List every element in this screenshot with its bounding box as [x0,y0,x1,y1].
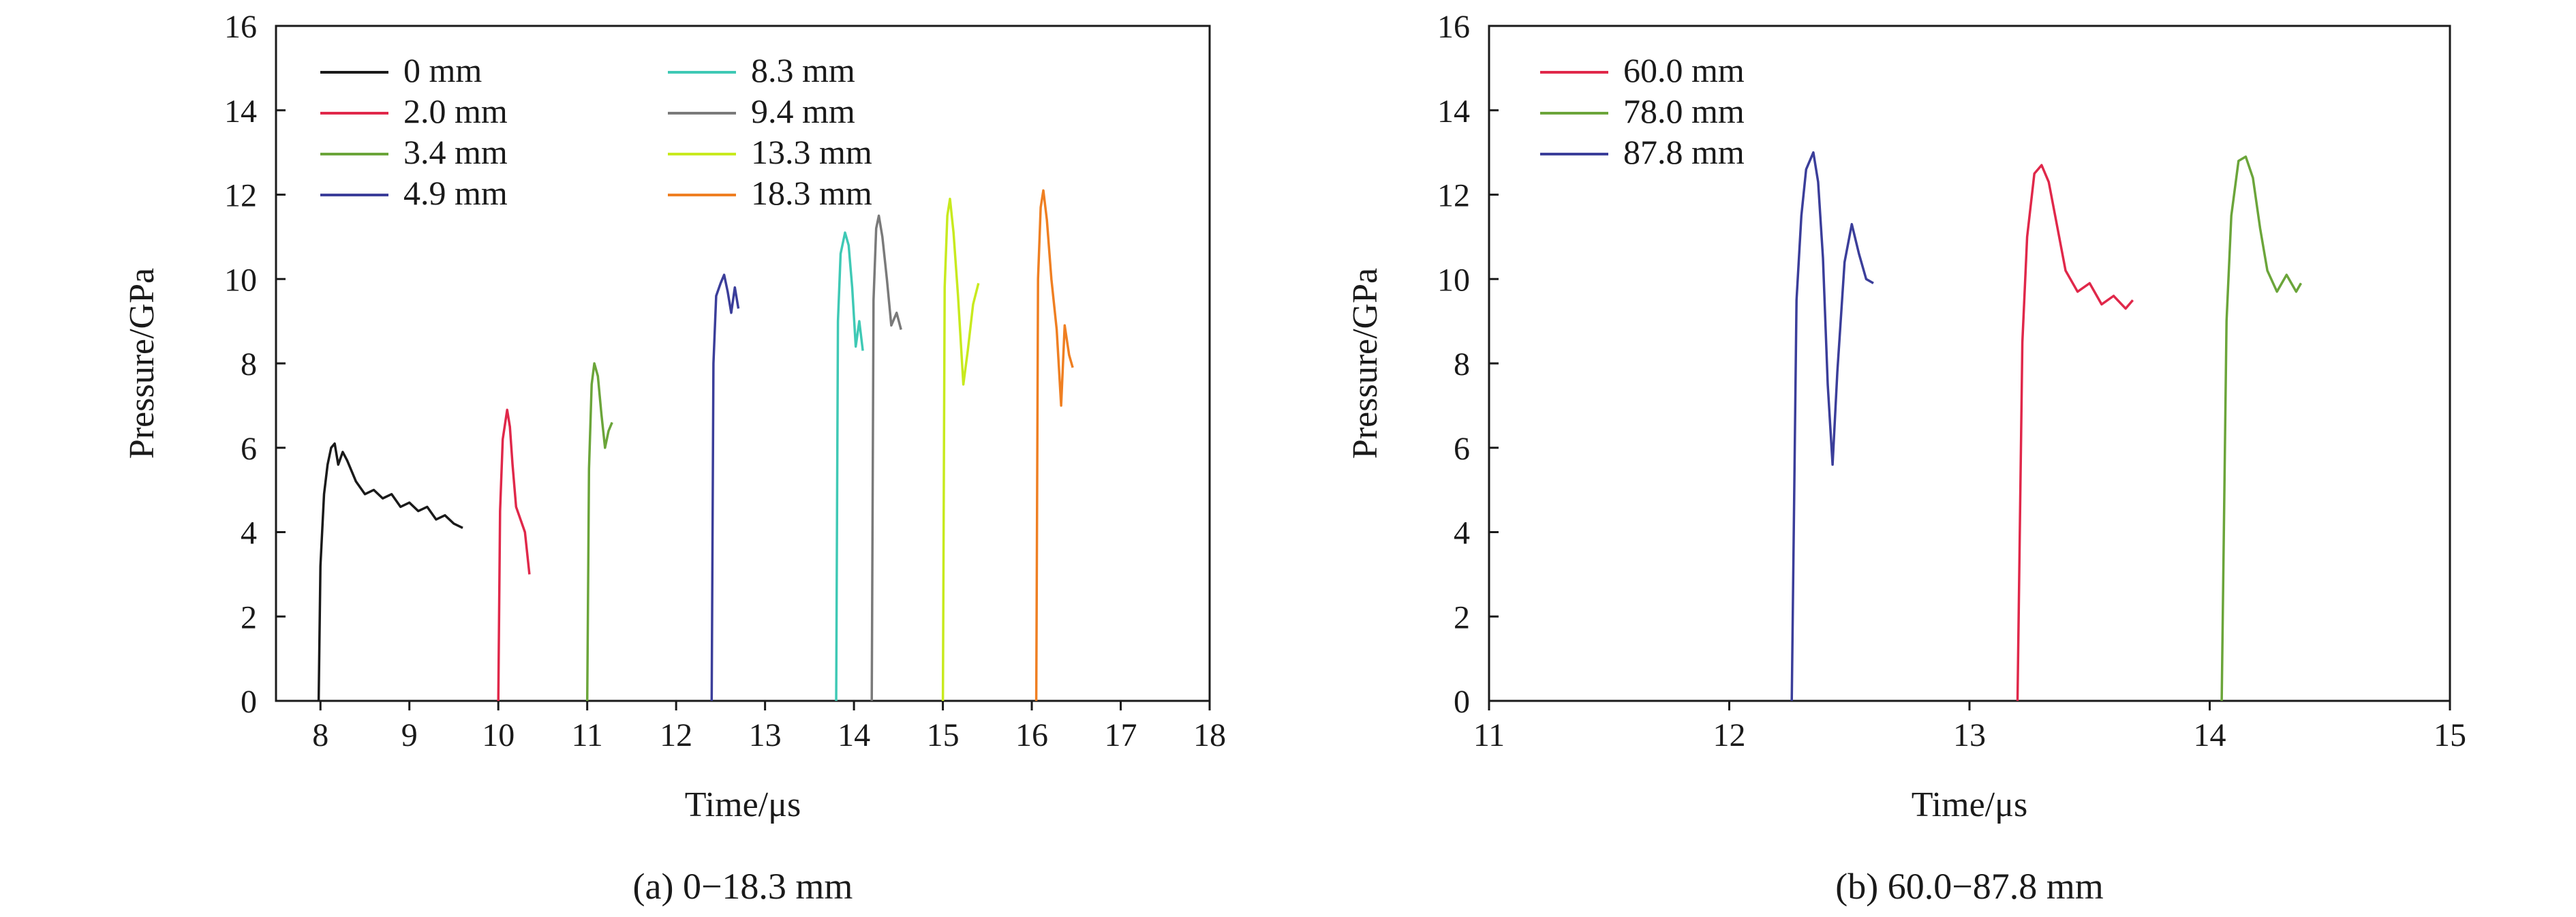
x-tick-label: 9 [401,717,418,753]
legend-label: 87.8 mm [1623,133,1745,171]
legend-label: 9.4 mm [751,92,855,130]
x-tick-label: 13 [749,717,782,753]
y-axis-title-b: Pressure/GPa [1346,268,1385,459]
series-line-a-2 [585,362,613,702]
x-axis-title-a: Time/μs [685,785,801,824]
x-tick-label: 14 [2194,717,2226,753]
legend-label: 2.0 mm [403,92,508,130]
caption-b: (b) 60.0−87.8 mm [1835,866,2103,907]
y-tick-label: 12 [224,178,257,214]
y-tick-label: 4 [1454,515,1470,552]
series-layer-b [1790,151,2303,702]
y-tick-label: 16 [1437,9,1470,45]
x-tick-label: 8 [312,717,328,753]
x-tick-label: 12 [660,717,692,753]
series-line-a-0 [317,442,463,702]
legend-label: 3.4 mm [403,133,508,171]
x-tick-label: 12 [1713,717,1746,753]
series-line-a-1 [497,408,531,702]
series-line-a-7 [1034,189,1074,702]
legend-label: 60.0 mm [1623,51,1745,89]
x-tick-label: 15 [927,717,960,753]
chart-panel-a: 8 9 10 11 12 13 14 15 16 17 18 0 2 4 6 8 10 12 14 16 0 mm2.… [123,9,1226,907]
x-tick-label: 11 [572,717,603,753]
y-tick-label: 14 [224,93,257,130]
y-tick-label: 2 [241,599,257,635]
y-tick-label: 12 [1437,178,1470,214]
legend-label: 13.3 mm [751,133,872,171]
y-tick-label: 14 [1437,93,1470,130]
y-tick-label: 16 [224,9,257,45]
y-tick-label: 10 [1437,262,1470,298]
legend-label: 8.3 mm [751,51,855,89]
series-line-a-4 [835,231,864,702]
y-tick-label: 2 [1454,599,1470,635]
x-tick-label: 16 [1015,717,1048,753]
x-tick-label: 15 [2434,717,2466,753]
x-tick-label: 10 [482,717,515,753]
y-tick-label: 6 [1454,431,1470,467]
y-tick-label: 6 [241,431,257,467]
series-line-b-0 [2016,164,2134,702]
y-tick-label: 10 [224,262,257,298]
x-tick-label: 14 [838,717,870,753]
legend-label: 0 mm [403,51,482,89]
x-tick-label: 11 [1473,717,1505,753]
axis-ticks-b: 11 12 13 14 15 0 2 4 6 8 10 12 14 16 [1437,9,2466,753]
legend-label: 4.9 mm [403,174,508,212]
y-axis-title-a: Pressure/GPa [123,268,162,459]
axis-ticks-a: 8 9 10 11 12 13 14 15 16 17 18 0 2 4 6 8 10 12 14 16 [224,9,1226,753]
y-tick-label: 8 [241,346,257,382]
x-tick-label: 18 [1193,717,1226,753]
y-tick-label: 4 [241,515,257,552]
x-tick-label: 13 [1953,717,1986,753]
legend-label: 18.3 mm [751,174,872,212]
series-line-a-3 [710,273,740,702]
y-tick-label: 0 [241,684,257,720]
series-line-a-6 [941,197,980,702]
y-tick-label: 8 [1454,346,1470,382]
x-axis-title-b: Time/μs [1912,785,2027,824]
caption-a: (a) 0−18.3 mm [633,866,853,907]
series-line-a-5 [870,214,902,702]
series-line-b-2 [1790,151,1874,702]
series-line-b-1 [2220,155,2303,702]
legend-label: 78.0 mm [1623,92,1745,130]
series-layer-a [317,189,1074,702]
x-tick-label: 17 [1105,717,1137,753]
y-tick-label: 0 [1454,684,1470,720]
